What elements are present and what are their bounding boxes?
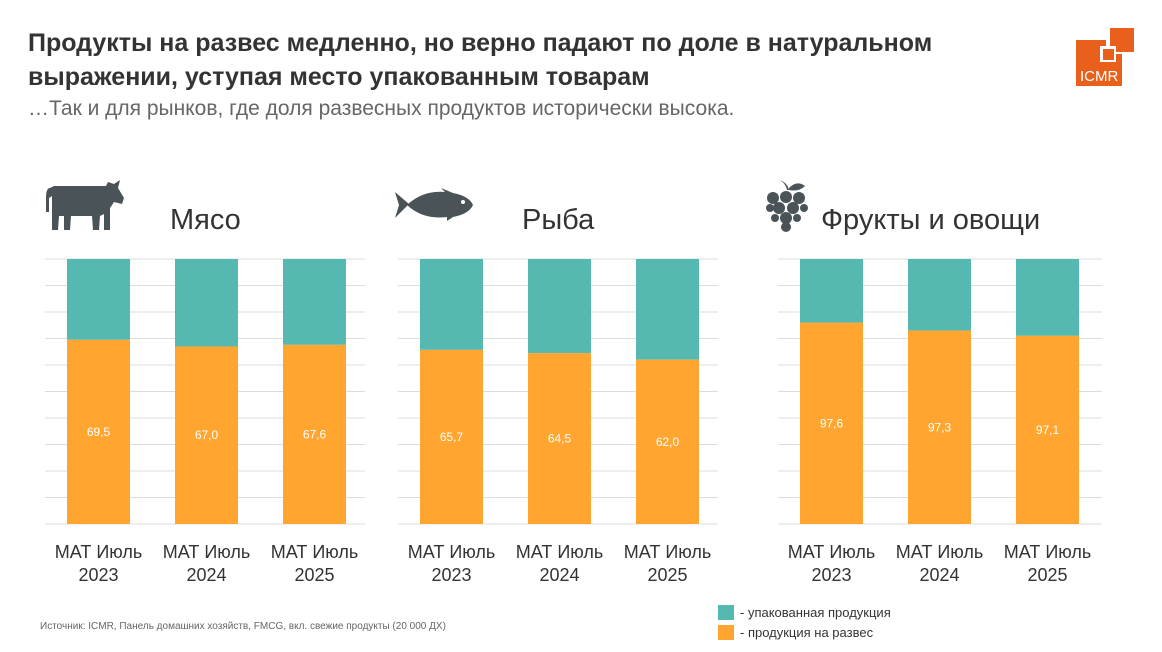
bar-loose [67, 339, 130, 524]
bar-loose [800, 322, 863, 524]
source-note: Источник: ICMR, Панель домашних хозяйств… [40, 621, 446, 632]
legend-swatch-packaged [718, 604, 734, 620]
x-tick-label: МАТ Июль [788, 542, 876, 562]
x-tick-label: МАТ Июль [516, 542, 604, 562]
bar-loose [528, 353, 591, 524]
data-label: 67,0 [195, 428, 219, 442]
grapes-icon [766, 180, 808, 232]
x-tick-label: 2023 [811, 565, 851, 585]
bar-packaged [908, 259, 971, 331]
data-label: 67,6 [303, 427, 327, 441]
svg-text:ICMR: ICMR [1080, 68, 1118, 85]
bar-packaged [420, 259, 483, 350]
bar-loose [420, 349, 483, 524]
data-label: 97,6 [820, 416, 844, 430]
x-tick-label: 2024 [919, 565, 959, 585]
cow-icon [46, 180, 124, 230]
x-tick-label: МАТ Июль [624, 542, 712, 562]
x-tick-label: МАТ Июль [408, 542, 496, 562]
bar-packaged [528, 259, 591, 354]
panel-title-fish: Рыба [522, 204, 595, 236]
legend-item-loose: - продукция на развес [718, 622, 891, 642]
bar-packaged [283, 259, 346, 345]
bar-loose [908, 330, 971, 524]
data-label: 97,3 [928, 420, 952, 434]
bar-packaged [800, 259, 863, 323]
fish-icon [395, 188, 473, 221]
data-label: 97,1 [1036, 423, 1060, 437]
bar-packaged [1016, 259, 1079, 336]
x-tick-label: 2025 [294, 565, 334, 585]
x-tick-label: 2025 [647, 565, 687, 585]
x-tick-label: МАТ Июль [55, 542, 143, 562]
legend-label-packaged: - упакованная продукция [740, 604, 891, 620]
bar-loose [636, 359, 699, 524]
x-tick-label: 2024 [539, 565, 579, 585]
bar-loose [1016, 335, 1079, 524]
x-tick-label: МАТ Июль [896, 542, 984, 562]
data-label: 62,0 [656, 435, 680, 449]
icmr-logo: ICMR [1076, 26, 1134, 86]
x-tick-label: МАТ Июль [1004, 542, 1092, 562]
bar-loose [175, 346, 238, 524]
page-title: Продукты на развес медленно, но верно па… [28, 29, 933, 91]
x-tick-label: 2023 [431, 565, 471, 585]
panel-title-meat: Мясо [170, 204, 241, 236]
page-subtitle: …Так и для рынков, где доля развесных пр… [28, 97, 735, 120]
legend-swatch-loose [718, 624, 734, 640]
data-label: 69,5 [87, 425, 111, 439]
panel-title-fruit-veg: Фрукты и овощи [821, 204, 1041, 236]
data-label: 65,7 [440, 430, 464, 444]
bar-loose [283, 344, 346, 524]
bar-packaged [636, 259, 699, 360]
legend-label-loose: - продукция на развес [740, 624, 874, 640]
bar-packaged [175, 259, 238, 347]
x-tick-label: МАТ Июль [163, 542, 251, 562]
x-tick-label: 2023 [78, 565, 118, 585]
data-label: 64,5 [548, 432, 572, 446]
x-tick-label: 2025 [1027, 565, 1067, 585]
legend: - упакованная продукция - продукция на р… [718, 602, 891, 642]
x-tick-label: 2024 [186, 565, 226, 585]
bar-packaged [67, 259, 130, 340]
x-tick-label: МАТ Июль [271, 542, 359, 562]
legend-item-packaged: - упакованная продукция [718, 602, 891, 622]
